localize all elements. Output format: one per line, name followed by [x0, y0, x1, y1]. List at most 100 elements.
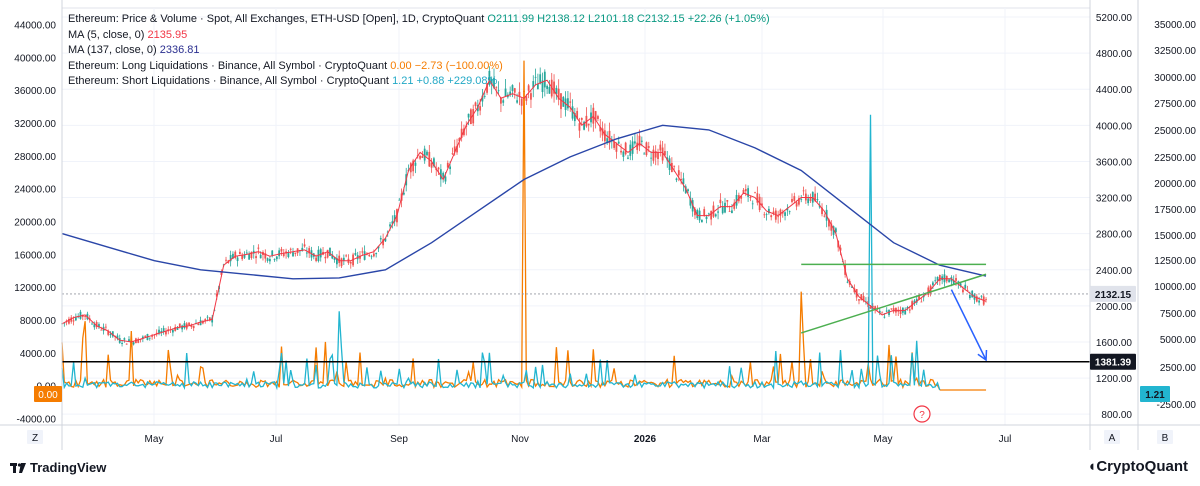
candle-body	[93, 324, 96, 328]
candle-body	[398, 199, 401, 201]
candle-body	[453, 146, 456, 153]
candle-body	[869, 306, 872, 309]
candle-body	[881, 312, 883, 314]
candle-body	[236, 257, 239, 262]
tradingview-logo[interactable]: TradingView	[10, 460, 106, 475]
candle-body	[871, 305, 874, 307]
candle-body	[832, 226, 835, 235]
candle-body	[500, 97, 502, 104]
candle-body	[932, 282, 934, 286]
candle-body	[608, 130, 611, 144]
candle-body	[795, 202, 798, 207]
legend-ma137[interactable]: MA (137, close, 0) 2336.81	[68, 43, 770, 59]
candle-body	[647, 146, 650, 148]
footer: TradingView ◖CryptoQuant	[0, 452, 1200, 481]
candle-body	[548, 87, 551, 94]
candle-body	[899, 310, 902, 315]
candle-body	[941, 276, 944, 281]
candle-body	[814, 193, 816, 201]
candle-body	[516, 100, 518, 103]
candle-body	[243, 254, 246, 258]
left-axis-tick: 32000.00	[14, 119, 56, 130]
candle-body	[765, 214, 768, 216]
candle-body	[908, 309, 911, 311]
candle-body	[433, 158, 435, 167]
a-button-text: A	[1109, 433, 1116, 444]
price-axis-tick: 800.00	[1101, 410, 1132, 421]
candle-body	[557, 88, 560, 100]
a-button-bg	[1104, 430, 1120, 444]
left-axis-tick: 44000.00	[14, 20, 56, 31]
candle-body	[340, 258, 343, 267]
candle-body	[904, 310, 907, 315]
candle-body	[560, 93, 562, 110]
candle-body	[890, 308, 893, 310]
moving-average-lines	[61, 79, 987, 343]
candle-body	[573, 112, 576, 122]
candle-body	[567, 98, 569, 109]
candle-body	[726, 200, 729, 202]
left-axis-tick: 24000.00	[14, 185, 56, 196]
time-axis-tick: May	[145, 434, 164, 445]
left-axis-tick: 20000.00	[14, 217, 56, 228]
right-axis-tick: 2500.00	[1160, 363, 1197, 374]
legend-long-liq[interactable]: Ethereum: Long Liquidations · Binance, A…	[68, 59, 770, 75]
legend-ma5[interactable]: MA (5, close, 0) 2135.95	[68, 28, 770, 44]
candle-body	[763, 214, 766, 216]
candle-body	[111, 331, 114, 337]
candle-body	[749, 196, 752, 198]
candle-body	[472, 109, 475, 124]
legend-short-label: Ethereum: Short Liquidations · Binance, …	[68, 75, 389, 87]
candle-body	[336, 258, 338, 265]
tradingview-icon	[10, 463, 26, 473]
candle-body	[439, 169, 442, 180]
legend-main[interactable]: Ethereum: Price & Volume · Spot, All Exc…	[68, 12, 770, 28]
legend-long-label: Ethereum: Long Liquidations · Binance, A…	[68, 59, 388, 72]
candle-body	[682, 178, 685, 185]
current-price-badge-text: 2132.15	[1095, 290, 1132, 301]
candle-body	[442, 172, 445, 177]
candle-body	[631, 141, 634, 154]
candle-body	[305, 252, 308, 254]
candle-body	[266, 258, 269, 261]
candle-body	[148, 337, 151, 339]
candle-body	[543, 71, 546, 88]
support-badge-text: 1381.39	[1095, 358, 1132, 369]
b-button: B	[1157, 430, 1173, 444]
liq-short-line	[61, 114, 941, 391]
candle-body	[952, 280, 955, 285]
candle-body	[123, 338, 126, 340]
candle-body	[751, 203, 754, 205]
candle-body	[756, 193, 759, 203]
candle-body	[823, 215, 826, 217]
candle-body	[423, 148, 426, 161]
candle-body	[539, 74, 542, 84]
z-button-text: Z	[32, 433, 38, 444]
candle-body	[555, 87, 558, 94]
candle-body	[278, 250, 281, 257]
long-value-badge: 0.00	[34, 386, 62, 402]
candle-body	[964, 284, 967, 289]
short-liquidations-series	[61, 114, 941, 391]
short-value-badge-text: 1.21	[1145, 390, 1165, 401]
axes: -4000.00 0.00 4000.00 8000.00 12000.00 16000.…	[0, 0, 1200, 450]
candle-body	[158, 329, 160, 334]
candle-body	[199, 320, 202, 326]
candle-body	[421, 155, 424, 159]
trend-drawings	[62, 263, 1090, 363]
candle-body	[208, 317, 211, 321]
short-value-badge-bg	[1140, 386, 1170, 402]
candle-body	[650, 157, 652, 159]
candle-body	[654, 151, 657, 158]
candle-body	[830, 223, 833, 231]
candle-body	[384, 238, 387, 242]
candle-body	[273, 259, 276, 261]
cryptoquant-logo[interactable]: ◖CryptoQuant	[1087, 458, 1188, 475]
legend-short-liq[interactable]: Ethereum: Short Liquidations · Binance, …	[68, 74, 770, 90]
candle-body	[202, 321, 204, 324]
candle-body	[95, 322, 98, 328]
b-button-bg	[1157, 430, 1173, 444]
candle-body	[777, 216, 780, 218]
